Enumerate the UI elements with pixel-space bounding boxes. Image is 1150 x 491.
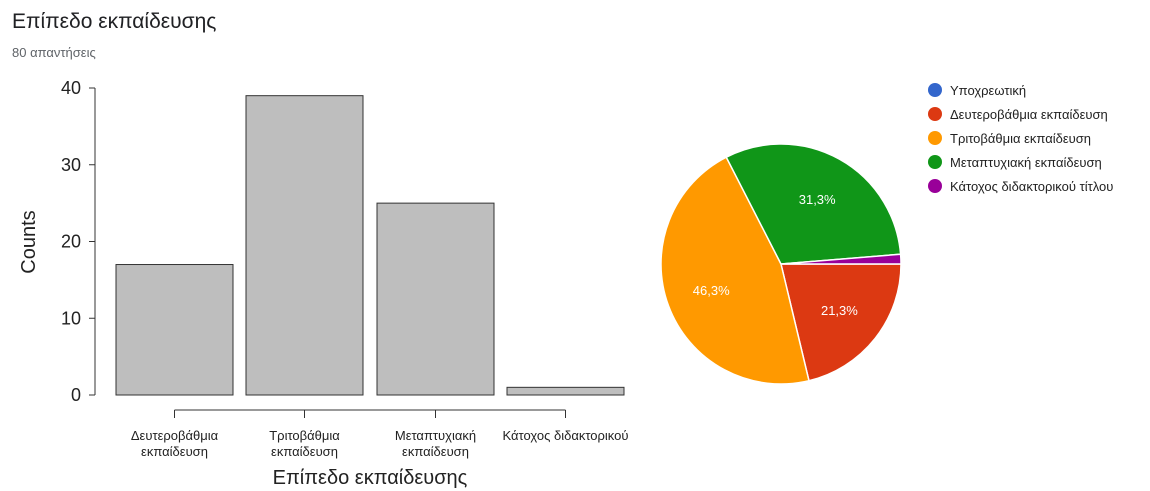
- bar: [376, 202, 495, 396]
- legend-item: Τριτοβάθμια εκπαίδευση: [928, 126, 1113, 150]
- y-tick-label: 0: [71, 385, 81, 405]
- x-tick-label: Μεταπτυχιακή εκπαίδευση: [395, 428, 476, 459]
- pie-slice-label: 31,3%: [799, 192, 836, 207]
- legend-item: Μεταπτυχιακή εκπαίδευση: [928, 150, 1113, 174]
- legend-label: Μεταπτυχιακή εκπαίδευση: [950, 154, 1102, 170]
- y-tick-label: 20: [61, 232, 81, 252]
- bar-chart: 0 10 20 30 40 Counts Δευτεροβάθμια εκπαίδευση Τρ…: [18, 78, 629, 489]
- x-tick-label: Κάτοχος διδακτορικού: [503, 428, 629, 443]
- bar: [115, 264, 234, 396]
- y-axis-label: Counts: [18, 210, 40, 273]
- legend-item: Δευτεροβάθμια εκπαίδευση: [928, 102, 1113, 126]
- response-count: 80 απαντήσεις: [12, 45, 96, 60]
- pie-slice-label: 46,3%: [693, 283, 730, 298]
- y-tick-label: 10: [61, 308, 81, 328]
- legend-label: Κάτοχος διδακτορικού τίτλου: [950, 178, 1114, 194]
- pie-slice: [725, 143, 902, 265]
- legend-swatch: [928, 131, 942, 145]
- legend-label: Τριτοβάθμια εκπαίδευση: [950, 130, 1092, 146]
- legend-swatch: [928, 155, 942, 169]
- pie-slice: [660, 156, 810, 385]
- legend-label: Υποχρεωτική: [950, 82, 1027, 98]
- x-axis-label: Επίπεδο εκπαίδευσης: [273, 467, 468, 489]
- x-tick-label: Δευτεροβάθμια εκπαίδευση: [131, 428, 219, 459]
- legend-swatch: [928, 83, 942, 97]
- x-tick-label: Τριτοβάθμια εκπαίδευση: [269, 428, 340, 459]
- chart-title: Επίπεδο εκπαίδευσης: [12, 10, 217, 33]
- legend-item: Κάτοχος διδακτορικού τίτλου: [928, 174, 1113, 198]
- legend-label: Δευτεροβάθμια εκπαίδευση: [950, 106, 1108, 122]
- y-tick-label: 30: [61, 155, 81, 175]
- pie-slice: [780, 253, 902, 265]
- y-tick-label: 40: [61, 78, 81, 98]
- pie-slice: [780, 263, 902, 382]
- pie-slice-label: 21,3%: [821, 303, 858, 318]
- legend-swatch: [928, 107, 942, 121]
- bar: [506, 386, 625, 396]
- legend-swatch: [928, 179, 942, 193]
- bar: [245, 95, 364, 396]
- legend-item: Υποχρεωτική: [928, 78, 1113, 102]
- pie-legend: Υποχρεωτική Δευτεροβάθμια εκπαίδευση Τριτο…: [928, 78, 1113, 198]
